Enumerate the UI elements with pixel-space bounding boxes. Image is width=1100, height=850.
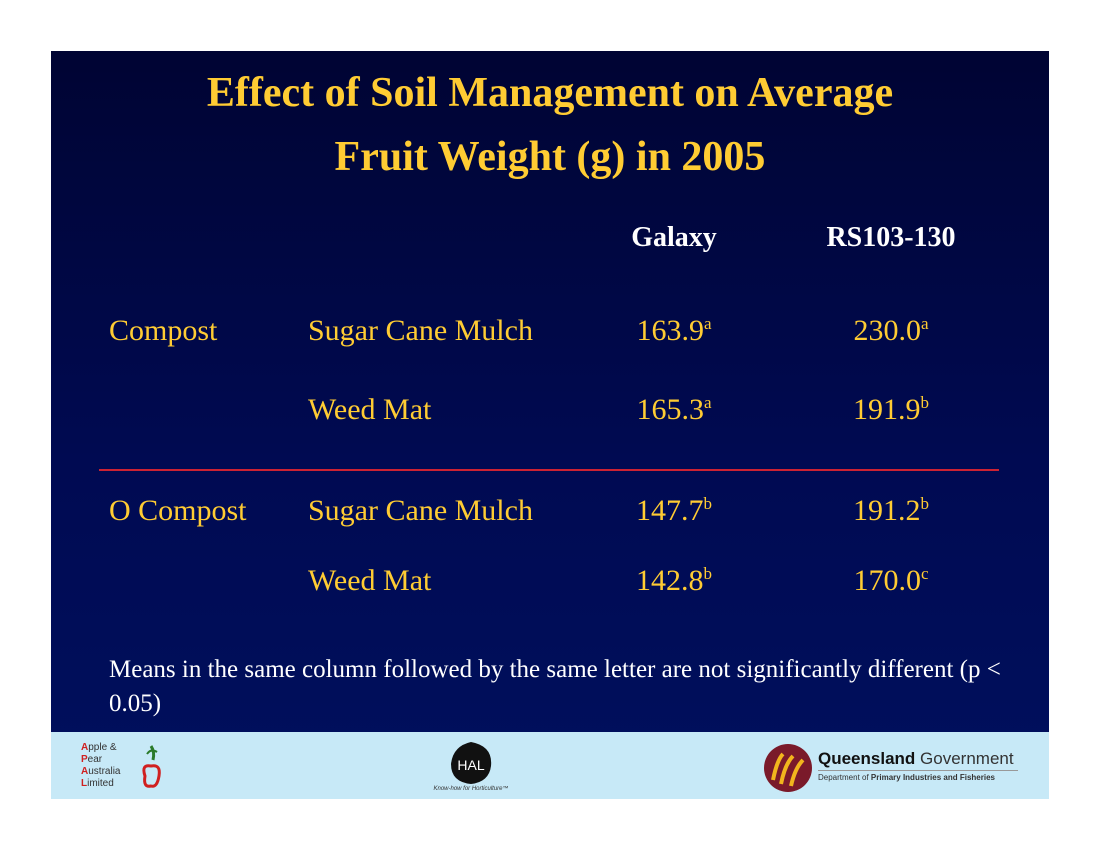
value-cell: 230.0a [853, 314, 929, 347]
hal-tagline: Know-how for Horticulture™ [433, 786, 509, 792]
title-line-1: Effect of Soil Management on Average [206, 70, 894, 116]
value-cell: 142.8b [636, 564, 713, 597]
section-divider [99, 469, 999, 471]
value-cell: 191.9b [853, 393, 930, 426]
significance-letter: b [920, 393, 930, 412]
slide-title: Effect of Soil Management on Average Fru… [51, 61, 1049, 189]
hal-leaf-icon: HAL [451, 742, 492, 784]
apal-logo: Apple & Pear Australia Limited [81, 742, 171, 792]
title-line-2: Fruit Weight (g) in 2005 [334, 134, 766, 180]
value-cell: 191.2b [853, 494, 930, 527]
queensland-crest-icon [764, 744, 812, 792]
significance-letter: a [920, 314, 929, 333]
slide: Effect of Soil Management on Average Fru… [51, 51, 1049, 799]
row-cover-label: Sugar Cane Mulch [308, 314, 533, 347]
queensland-government-logo: Queensland Government Department of Prim… [761, 740, 1031, 796]
value-cell: 165.3a [636, 393, 712, 426]
row-cover-label: Weed Mat [308, 393, 432, 426]
significance-letter: b [703, 494, 713, 513]
qld-name: Queensland Government [818, 749, 1014, 768]
column-header-galaxy: Galaxy [631, 222, 717, 253]
value-cell: 147.7b [636, 494, 713, 527]
apple-pear-icon [142, 745, 161, 788]
value-cell: 170.0c [853, 564, 929, 597]
svg-text:HAL: HAL [457, 757, 484, 773]
significance-letter: c [920, 564, 929, 583]
row-group-label: O Compost [109, 494, 247, 527]
value-cell: 163.9a [636, 314, 712, 347]
row-cover-label: Weed Mat [308, 564, 432, 597]
significance-letter: a [703, 314, 712, 333]
row-cover-label: Sugar Cane Mulch [308, 494, 533, 527]
footnote: Means in the same column followed by the… [109, 656, 1001, 717]
apal-wordmark: Apple & Pear Australia Limited [81, 742, 121, 789]
hal-logo: HAL Know-how for Horticulture™ [421, 740, 521, 796]
qld-department: Department of Primary Industries and Fis… [818, 773, 995, 782]
column-header-rs103-130: RS103-130 [826, 222, 956, 253]
qld-rule [818, 770, 1018, 771]
significance-letter: b [920, 494, 930, 513]
logo-bar: Apple & Pear Australia Limited HAL Know-… [51, 732, 1049, 799]
significance-letter: a [703, 393, 712, 412]
row-group-label: Compost [109, 314, 218, 347]
significance-letter: b [703, 564, 713, 583]
